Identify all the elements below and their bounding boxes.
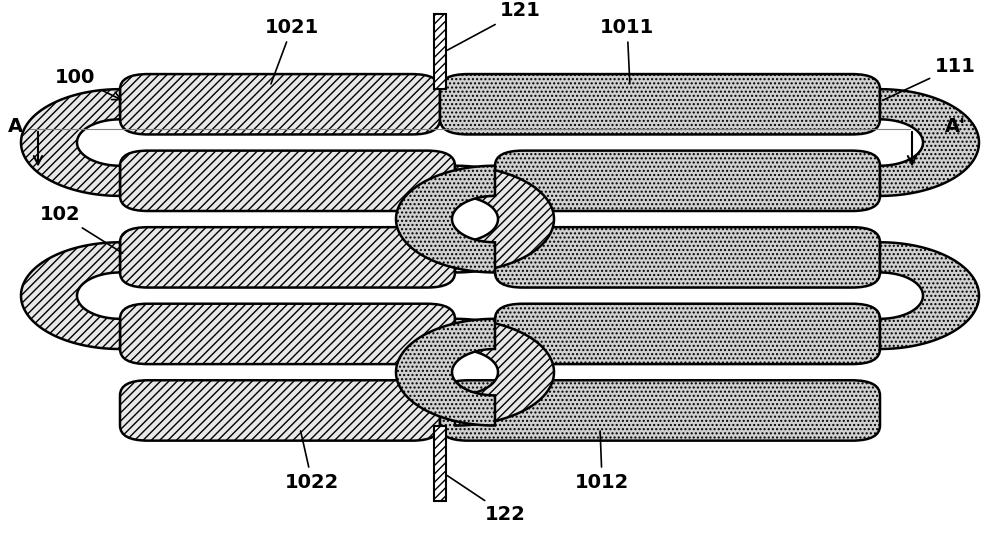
Text: 1011: 1011 [600,18,654,83]
Text: 1022: 1022 [285,431,339,491]
Polygon shape [21,242,120,349]
Text: 121: 121 [447,2,541,50]
Polygon shape [21,89,120,196]
FancyBboxPatch shape [120,304,455,364]
Polygon shape [455,166,554,272]
FancyBboxPatch shape [120,227,455,288]
Text: A': A' [944,117,966,136]
Polygon shape [880,89,979,196]
Polygon shape [396,166,495,272]
FancyBboxPatch shape [495,150,880,211]
FancyBboxPatch shape [120,380,440,441]
Text: 102: 102 [40,205,123,253]
Text: 100: 100 [55,68,121,99]
Text: A: A [7,117,23,136]
Text: 122: 122 [447,475,526,524]
FancyBboxPatch shape [440,74,880,135]
FancyBboxPatch shape [440,380,880,441]
Polygon shape [455,319,554,425]
Text: 1021: 1021 [265,18,319,84]
FancyBboxPatch shape [120,150,455,211]
Text: 111: 111 [883,57,976,100]
FancyBboxPatch shape [434,425,446,501]
Polygon shape [396,319,495,425]
Text: 1012: 1012 [575,431,629,491]
Polygon shape [880,242,979,349]
FancyBboxPatch shape [495,227,880,288]
FancyBboxPatch shape [434,14,446,89]
FancyBboxPatch shape [120,74,440,135]
FancyBboxPatch shape [495,304,880,364]
